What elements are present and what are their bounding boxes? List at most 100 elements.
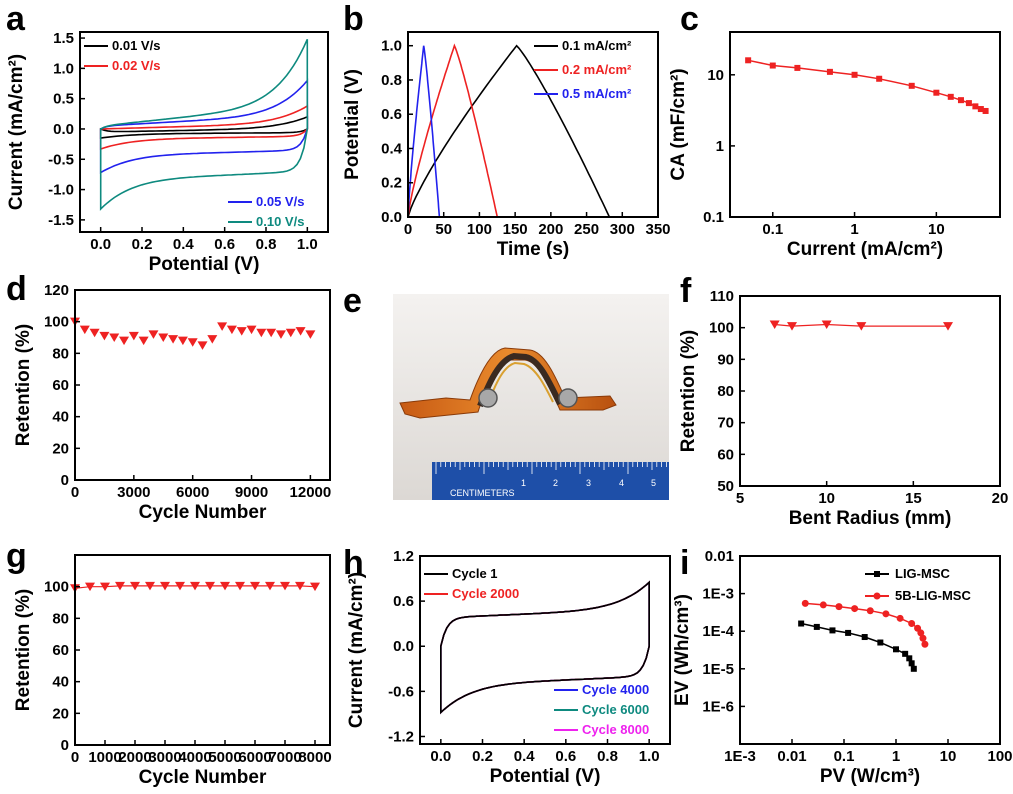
data-point-g (220, 581, 230, 591)
panel-label-a: a (6, 0, 26, 38)
chart-d: 0 3000 6000 9000 12000 0 20 40 60 80 100 120 Cycle N… (13, 282, 331, 523)
data-point-d (187, 338, 198, 347)
cv-curve-a (99, 104, 309, 151)
data-point-d (148, 330, 159, 339)
panel-label-c: c (680, 0, 699, 38)
plot-frame-g (74, 554, 331, 746)
x-axis-label-i: PV (W/cm³) (820, 766, 920, 787)
x-tick-label-b: 250 (574, 221, 599, 238)
data-point-g (160, 581, 170, 591)
legend-label-a: 0.10 V/s (256, 214, 304, 229)
data-point-i (861, 634, 868, 641)
data-point-d (305, 330, 316, 339)
data-point-i (921, 640, 929, 648)
data-point-i (835, 603, 843, 611)
legend-label-b: 0.5 mA/cm² (562, 86, 632, 101)
y-tick-label-g: 80 (52, 610, 69, 627)
x-tick-label-f: 10 (818, 490, 835, 507)
x-tick-label-i: 1E-3 (724, 748, 756, 765)
legend-marker-i (873, 592, 881, 600)
y-tick-label-d: 40 (52, 409, 69, 426)
x-tick-label-f: 15 (905, 490, 922, 507)
data-point-g (250, 581, 260, 591)
y-tick-label-b: 0.2 (381, 175, 402, 192)
gcd-curve-b (407, 45, 441, 218)
data-point-d (246, 325, 257, 335)
plot-frame-d (74, 289, 331, 481)
data-point-g (130, 581, 140, 591)
legend-label-h: Cycle 1 (452, 566, 498, 581)
data-point-d (236, 327, 247, 336)
ragone-line-i (801, 622, 915, 670)
y-tick-label-d: 120 (44, 282, 69, 299)
y-tick-label-b: 0.4 (381, 140, 403, 157)
data-point-d (79, 325, 90, 335)
data-point-c (947, 93, 954, 100)
x-tick-label-i: 1 (892, 748, 900, 765)
capacitance-line-c (747, 59, 986, 112)
chart-h: 0.0 0.2 0.4 0.6 0.8 1.0 -1.2 -0.6 0.0 0.6 1.2 Poten… (346, 548, 671, 787)
x-tick-label-g: 1000 (88, 749, 121, 766)
data-point-i (893, 646, 899, 653)
device-photo: CENTIMETERS 1 2 3 4 5 (393, 294, 669, 500)
data-point-i (845, 629, 852, 636)
x-tick-label-a: 0.8 (256, 236, 277, 253)
y-tick-label-g: 40 (52, 674, 69, 691)
data-point-g (295, 581, 305, 591)
panel-label-f: f (680, 272, 692, 310)
data-point-c (965, 100, 972, 107)
data-point-d (275, 330, 286, 339)
data-point-c (977, 106, 984, 113)
data-point-i (813, 623, 820, 630)
y-axis-label-b: Potential (V) (342, 69, 363, 180)
ruler-label: CENTIMETERS (450, 488, 515, 498)
data-point-d (89, 328, 100, 338)
panel-label-b: b (343, 0, 364, 38)
legend-label-i: 5B-LIG-MSC (895, 588, 971, 603)
x-axis-label-f: Bent Radius (mm) (789, 508, 952, 529)
x-tick-label-h: 1.0 (639, 748, 660, 765)
legend-label-b: 0.1 mA/cm² (562, 38, 632, 53)
x-tick-label-i: 0.1 (834, 748, 855, 765)
legend-label-h: Cycle 2000 (452, 586, 519, 601)
x-tick-label-b: 50 (435, 221, 452, 238)
x-tick-label-i: 0.01 (777, 748, 806, 765)
x-tick-label-c: 1 (850, 221, 858, 238)
y-tick-label-b: 0.0 (381, 209, 402, 226)
data-point-g (100, 582, 110, 592)
data-point-d (99, 331, 110, 341)
x-tick-label-h: 0.4 (514, 748, 536, 765)
data-point-g (310, 582, 320, 592)
data-point-c (876, 75, 883, 82)
x-tick-label-h: 0.2 (472, 748, 493, 765)
y-tick-label-i: 1E-5 (702, 661, 734, 678)
x-tick-label-f: 20 (992, 490, 1009, 507)
y-tick-label-f: 60 (717, 446, 734, 463)
y-tick-label-h: -1.2 (388, 728, 414, 745)
x-tick-label-d: 0 (71, 484, 79, 501)
x-tick-label-g: 2000 (118, 749, 151, 766)
y-tick-label-b: 1.0 (381, 38, 402, 55)
x-tick-label-a: 0.6 (214, 236, 235, 253)
data-point-f (821, 320, 832, 329)
x-axis-label-d: Cycle Number (139, 502, 267, 523)
y-axis-label-d: Retention (%) (13, 324, 34, 446)
y-tick-label-d: 0 (61, 472, 69, 489)
ruler-number-3: 3 (586, 478, 591, 488)
data-point-d (197, 341, 208, 350)
x-axis-label-b: Time (s) (497, 239, 570, 260)
clip-left (478, 388, 498, 408)
legend-label-a: 0.05 V/s (256, 194, 304, 209)
data-point-c (794, 64, 801, 71)
x-tick-label-g: 5000 (208, 749, 241, 766)
data-point-c (957, 97, 964, 104)
y-tick-label-f: 110 (710, 288, 734, 305)
data-point-g (175, 581, 185, 591)
x-tick-label-d: 6000 (176, 484, 209, 501)
legend-label-a: 0.02 V/s (112, 58, 160, 73)
clip-right (558, 388, 578, 408)
y-tick-label-i: 1E-4 (702, 623, 734, 640)
data-point-i (919, 634, 927, 642)
data-point-i (896, 614, 904, 622)
x-tick-label-g: 6000 (238, 749, 271, 766)
